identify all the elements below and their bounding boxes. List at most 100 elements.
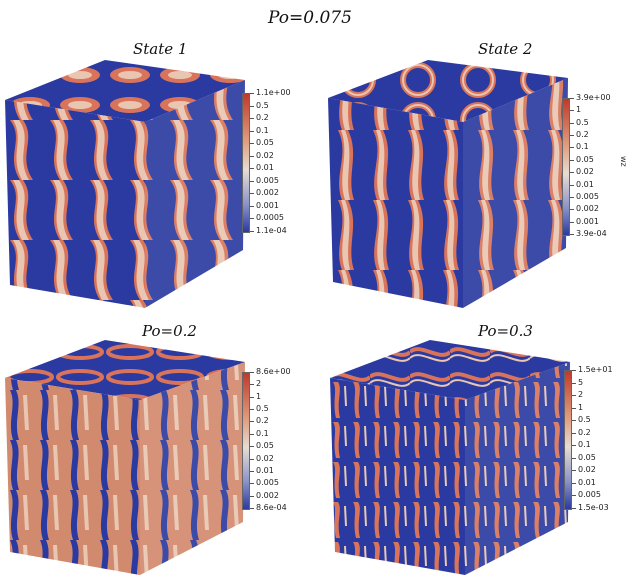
colorbar-tick-mark [570,135,574,137]
colorbar-tick-mark [250,483,254,485]
colorbar-tick-label: 8.6e+00 [256,367,291,376]
colorbar-tick-mark [250,433,254,435]
colorbar-tick-mark [250,168,254,170]
colorbar-tick-label: 0.1 [576,142,589,152]
colorbar-tick-mark [250,446,254,448]
colorbar-tick-mark [570,196,574,198]
colorbar-state2 [562,98,570,236]
colorbar-state1 [242,93,250,233]
colorbar-tick-label: 0.02 [576,167,594,177]
cube-render-state2 [328,60,568,308]
colorbar-tick-label: 1.1e+00 [256,88,291,97]
colorbar-tick-mark [250,458,254,460]
colorbar-tick-mark [572,508,576,509]
colorbar-tick-label: 0.01 [576,179,594,189]
cube-top-face [5,60,245,122]
colorbar-tick-mark [572,432,576,434]
colorbar-tick-label: 3.9e+00 [576,93,611,102]
colorbar-tick-label: 0.005 [256,478,279,488]
colorbar-tick-mark [570,110,574,112]
colorbar-tick-label: 0.05 [256,138,274,148]
colorbar-tick-mark [250,118,254,120]
panel-title-po03: Po=0.3 [478,322,533,340]
colorbar-tick-label: 0.02 [578,465,596,475]
colorbar-tick-mark [572,482,576,484]
colorbar-tick-mark [570,147,574,149]
colorbar-tick-label: 3.9e-04 [576,229,607,238]
colorbar-tick-mark [250,205,254,207]
colorbar-tick-mark [570,159,574,161]
colorbar-tick-label: 0.05 [578,452,596,462]
colorbar-tick-mark [250,93,254,94]
colorbar-tick-label: 0.02 [256,453,274,463]
colorbar-tick-label: 0.002 [256,188,279,198]
colorbar-tick-label: 8.6e-04 [256,503,287,512]
colorbar-label-state2: wz [619,156,628,167]
colorbar-tick-mark [572,495,576,497]
colorbar-tick-label: 1.5e-03 [578,503,609,512]
colorbar-tick-mark [570,98,574,99]
colorbar-tick-label: 1.1e-04 [256,226,287,235]
colorbar-tick-label: 0.01 [256,465,274,475]
colorbar-tick-label: 0.2 [256,416,269,426]
colorbar-tick-label: 1.5e+01 [578,365,613,374]
colorbar-tick-mark [572,407,576,409]
cube-render-po02 [5,340,245,575]
colorbar-tick-mark [250,421,254,423]
colorbar-tick-mark [250,180,254,182]
colorbar-tick-label: 0.05 [256,441,274,451]
colorbar-tick-label: 2 [256,379,262,389]
colorbar-tick-mark [570,172,574,174]
colorbar-tick-label: 0.2 [576,130,589,140]
colorbar-tick-label: 0.02 [256,150,274,160]
panel-title-po02: Po=0.2 [142,322,197,340]
colorbar-tick-mark [572,370,576,371]
colorbar-tick-mark [250,384,254,386]
colorbar-tick-mark [250,372,254,373]
colorbar-tick-mark [250,155,254,157]
colorbar-tick-mark [570,122,574,124]
colorbar-tick-mark [570,209,574,211]
colorbar-tick-mark [250,193,254,195]
colorbar-tick-mark [572,445,576,447]
cube-render-po03 [330,340,570,575]
colorbar-tick-label: 0.005 [256,175,279,185]
colorbar-tick-mark [570,221,574,223]
panel-title-state1: State 1 [133,40,188,58]
colorbar-tick-label: 5 [578,377,584,387]
colorbar-po03 [564,370,572,510]
colorbar-tick-label: 1 [578,402,584,412]
colorbar-tick-mark [572,470,576,472]
cube-render-state1 [5,60,245,308]
colorbar-tick-mark [572,395,576,397]
colorbar-tick-label: 0.5 [576,117,589,127]
colorbar-tick-mark [250,396,254,398]
panel-title-state2: State 2 [478,40,533,58]
colorbar-tick-label: 0.001 [256,200,279,210]
colorbar-tick-label: 0.5 [578,415,591,425]
colorbar-tick-label: 0.1 [256,125,269,135]
colorbar-tick-mark [250,231,254,232]
colorbar-tick-label: 0.005 [578,490,601,500]
colorbar-tick-mark [570,234,574,235]
cube-left-face [5,100,145,308]
colorbar-tick-label: 0.1 [256,428,269,438]
colorbar-tick-mark [250,508,254,509]
colorbar-tick-mark [250,409,254,411]
colorbar-po02 [242,372,250,510]
colorbar-tick-mark [250,495,254,497]
colorbar-tick-label: 0.2 [256,113,269,123]
colorbar-tick-label: 0.01 [256,163,274,173]
colorbar-tick-label: 0.001 [576,216,599,226]
colorbar-tick-mark [570,184,574,186]
colorbar-tick-mark [572,420,576,422]
colorbar-tick-label: 2 [578,390,584,400]
colorbar-tick-label: 0.05 [576,154,594,164]
colorbar-tick-label: 0.1 [578,440,591,450]
colorbar-tick-mark [572,382,576,384]
colorbar-tick-label: 0.005 [576,191,599,201]
colorbar-tick-label: 0.0005 [256,213,284,223]
colorbar-tick-label: 0.002 [256,490,279,500]
main-title: Po=0.075 [268,8,352,28]
colorbar-tick-mark [250,143,254,145]
